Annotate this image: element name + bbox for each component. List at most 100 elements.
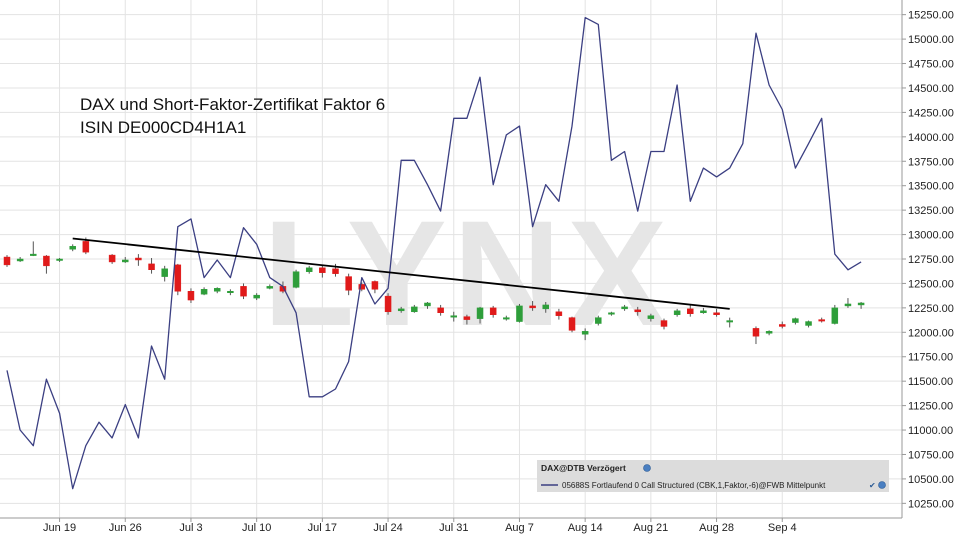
candle-body (69, 246, 76, 250)
candlestick (213, 287, 221, 294)
candlestick (358, 282, 366, 292)
watermark: LYNX (263, 189, 673, 357)
candle-body (752, 328, 760, 337)
candle-body (529, 305, 536, 309)
y-tick-label: 11250.00 (908, 401, 953, 413)
legend-entry-globe-icon (878, 481, 886, 489)
candlestick (266, 284, 274, 290)
candle-body (857, 302, 865, 306)
candle-body (489, 307, 497, 315)
candlestick (542, 302, 549, 313)
candlestick (529, 301, 536, 311)
candle-body (292, 271, 300, 288)
candle-body (411, 306, 418, 313)
x-tick-label: Jul 17 (308, 522, 337, 534)
candlestick (174, 263, 182, 296)
candlestick (660, 318, 668, 330)
candlestick (319, 265, 326, 278)
candle-body (56, 258, 63, 261)
candle-body (16, 258, 24, 262)
candlestick (857, 302, 865, 309)
candle-body (634, 309, 641, 313)
candle-body (450, 315, 458, 318)
candle-body (319, 267, 326, 273)
y-tick-label: 14500.00 (908, 83, 954, 95)
legend-header: DAX@DTB Verzögert (541, 463, 626, 473)
legend-check-icon: ✔ (869, 481, 876, 490)
line-layer (6, 16, 862, 490)
candlestick (726, 317, 733, 328)
x-tick-label: Aug 28 (699, 522, 734, 534)
candlestick (148, 258, 155, 274)
candle-body (108, 254, 116, 263)
candlestick (634, 306, 641, 316)
candle-body (43, 255, 50, 267)
y-tick-label: 13500.00 (908, 181, 954, 193)
candlestick (687, 304, 694, 317)
candle-body (779, 324, 786, 327)
candlestick (227, 289, 234, 296)
chart-subtitle: ISIN DE000CD4H1A1 (80, 118, 246, 137)
candlestick (805, 320, 812, 328)
candlestick (305, 265, 313, 274)
x-tick-label: Jun 26 (109, 522, 142, 534)
candlestick (752, 326, 760, 345)
candlestick (437, 304, 444, 316)
x-tick-label: Aug 7 (505, 522, 534, 534)
candle-body (463, 316, 471, 320)
y-axis: 10250.00 10500.00 10750.00 11000.00 11250.00… (902, 10, 954, 510)
candle-body (437, 307, 444, 314)
candlestick (69, 244, 76, 252)
candlestick (476, 306, 484, 324)
candlestick (516, 303, 523, 323)
candlestick (818, 317, 825, 323)
x-tick-label: Jul 10 (242, 522, 271, 534)
y-tick-label: 12250.00 (908, 303, 954, 315)
x-tick-label: Sep 4 (768, 522, 797, 534)
candlestick (30, 241, 37, 257)
y-tick-label: 11500.00 (908, 376, 953, 388)
candlestick (200, 287, 208, 296)
y-tick-label: 15000.00 (908, 34, 954, 46)
candle-body (371, 281, 379, 290)
candlestick (844, 298, 852, 308)
candle-body (700, 310, 707, 314)
candle-body (673, 310, 681, 315)
candlestick (713, 308, 720, 317)
y-tick-label: 10250.00 (908, 498, 954, 510)
candle-body (174, 264, 182, 292)
y-tick-label: 12750.00 (908, 254, 954, 266)
candle-body (397, 308, 405, 312)
candlestick (3, 255, 11, 267)
legend: DAX@DTB Verzögert 05688S Fortlaufend 0 C… (537, 460, 889, 492)
candlestick (253, 293, 260, 301)
candle-body (358, 284, 366, 290)
candle-body (332, 268, 339, 274)
candle-body (581, 331, 589, 335)
candle-body (3, 256, 11, 266)
candle-body (213, 288, 221, 292)
candlestick (595, 315, 602, 326)
y-tick-label: 14750.00 (908, 59, 954, 71)
candlestick (108, 254, 116, 264)
candlestick (397, 306, 405, 313)
candle-layer (3, 237, 865, 345)
candlestick (673, 308, 681, 317)
y-tick-label: 14000.00 (908, 132, 954, 144)
candlestick (411, 304, 418, 313)
candlestick (581, 328, 589, 341)
legend-header-globe-icon (643, 464, 651, 472)
candle-body (200, 289, 208, 295)
y-tick-label: 13000.00 (908, 230, 954, 242)
candle-body (122, 259, 129, 263)
candlestick (240, 283, 247, 300)
trend-layer (72, 237, 730, 310)
candlestick (16, 257, 24, 262)
candle-body (831, 307, 839, 324)
candle-body (844, 303, 852, 307)
candlestick (608, 311, 615, 316)
candlestick (161, 265, 168, 282)
candlestick (568, 316, 576, 333)
candlestick (371, 280, 379, 294)
